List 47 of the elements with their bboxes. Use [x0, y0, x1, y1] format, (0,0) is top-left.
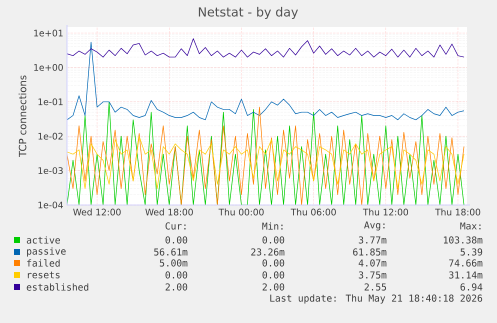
text: 2.55: [364, 283, 386, 291]
x-tick-label: Thu 12:00: [362, 208, 408, 216]
x-tick-label: Thu 18:00: [435, 208, 480, 216]
line-series: [67, 38, 464, 58]
text: 31.14m: [449, 271, 482, 279]
text: 4.07m: [358, 259, 386, 267]
legend-label: established: [26, 283, 88, 291]
legend-label: failed: [27, 259, 60, 267]
text: 2.00: [166, 283, 188, 291]
x-tick-label: Wed 18:00: [145, 208, 193, 216]
y-tick-label: 1e-01: [38, 98, 63, 106]
chart-title: Netstat - by day: [198, 6, 298, 20]
line-series: [67, 136, 464, 189]
text: 56.61m: [154, 248, 188, 256]
line-series: [67, 42, 464, 120]
text: 103.38m: [444, 236, 482, 244]
text: 0.00: [166, 271, 188, 279]
legend-label: active: [26, 236, 60, 244]
y-tick-label: 1e+01: [34, 30, 63, 36]
text: Avg:: [364, 221, 385, 230]
legend-label: passive: [27, 247, 66, 257]
y-axis-title: TCP connections: [18, 75, 26, 158]
x-tick-label: Thu 00:00: [218, 208, 264, 216]
text: 23.26m: [251, 248, 284, 256]
text: 3.75m: [358, 271, 386, 279]
legend-label: resets: [28, 272, 60, 278]
text: 0.00: [262, 236, 284, 244]
x-tick-label: Thu 06:00: [290, 208, 336, 216]
text: Max:: [460, 222, 481, 230]
text: 0.00: [262, 259, 284, 267]
text: 5.00m: [160, 259, 188, 267]
text: 0.00: [262, 271, 284, 279]
text: 5.39: [460, 248, 482, 256]
y-tick-label: 1e-02: [38, 132, 63, 140]
y-tick-label: 1e+00: [34, 64, 63, 71]
y-tick-label: 1e-03: [38, 167, 63, 174]
text: 61.85m: [353, 248, 386, 256]
text: Last update: Thu May 21 18:40:18 2026: [270, 294, 482, 304]
text: 2.00: [262, 283, 284, 291]
x-tick-label: Wed 12:00: [73, 208, 121, 216]
text: 6.94: [460, 283, 482, 291]
text: Cur:: [166, 222, 186, 230]
text: 0.00: [166, 236, 188, 244]
text: Min:: [262, 222, 283, 230]
text: 3.77m: [358, 236, 386, 244]
y-tick-label: 1e-04: [38, 202, 63, 208]
text: 74.66m: [449, 259, 482, 267]
